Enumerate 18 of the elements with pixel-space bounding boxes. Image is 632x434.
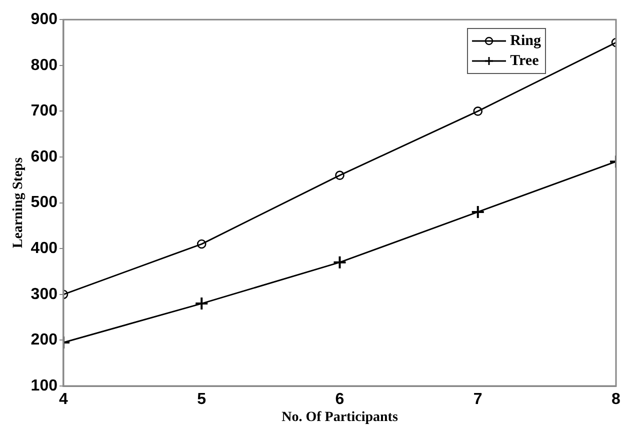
x-tick-label: 6 xyxy=(335,391,344,408)
y-tick-label: 200 xyxy=(30,332,58,349)
y-axis-title: Learning Steps xyxy=(11,156,26,248)
x-tick-label: 5 xyxy=(197,391,206,408)
y-tick-label: 500 xyxy=(30,194,58,212)
legend-label: Tree xyxy=(510,52,539,71)
y-tick-label: 800 xyxy=(30,56,58,74)
y-tick-label: 600 xyxy=(30,148,58,166)
x-tick-label: 4 xyxy=(59,391,68,408)
y-tick-label: 700 xyxy=(30,102,58,120)
y-tick-label: 400 xyxy=(30,240,58,258)
x-axis-title: No. Of Participants xyxy=(282,410,398,426)
y-tick-label: 100 xyxy=(30,377,58,394)
y-tick-label: 900 xyxy=(30,11,58,28)
y-tick-label: 300 xyxy=(30,286,58,303)
legend-label: Ring xyxy=(510,32,541,51)
x-tick-label: 7 xyxy=(473,391,482,408)
x-tick-label: 8 xyxy=(612,391,621,408)
